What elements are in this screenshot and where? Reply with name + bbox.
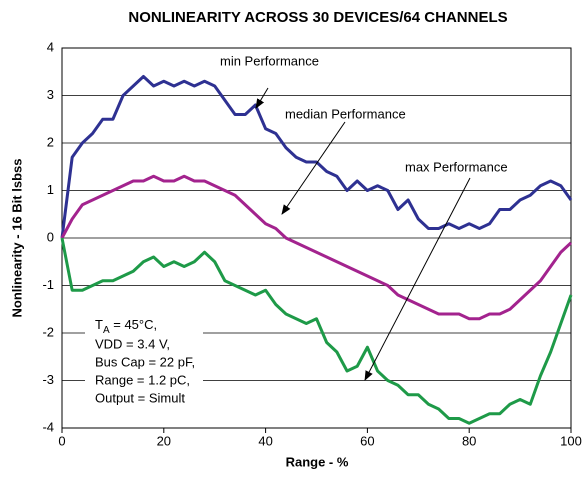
series-label: min Performance — [220, 53, 319, 68]
series-label: max Performance — [405, 159, 508, 174]
annotations: min Performance median Performance max P… — [220, 53, 508, 381]
series-line — [60, 75, 573, 239]
condition: VDD = 3.4 V, — [95, 336, 170, 351]
chart-title: NONLINEARITY ACROSS 30 DEVICES/64 CHANNE… — [128, 9, 507, 26]
x-tick-label: 20 — [157, 433, 171, 448]
y-tick-label: -1 — [42, 277, 54, 292]
y-tick-label: 4 — [47, 39, 54, 54]
condition: TA = 45°C, — [95, 317, 157, 335]
y-tick-label: 2 — [47, 134, 54, 149]
condition: Output = Simult — [95, 390, 185, 405]
y-tick-label: -3 — [42, 372, 54, 387]
arrow — [255, 87, 269, 109]
x-tick-label: 100 — [560, 433, 582, 448]
x-axis-label: Range - % — [286, 454, 349, 469]
x-tick-label: 60 — [360, 433, 374, 448]
series-line — [60, 174, 573, 321]
y-tick-label: 0 — [47, 229, 54, 244]
x-tick-label: 80 — [462, 433, 476, 448]
arrow — [281, 121, 346, 215]
y-axis-label: Nonlinearity - 16 Bit lsbss — [9, 159, 24, 318]
condition: Bus Cap = 22 pF, — [95, 354, 195, 369]
condition: Range = 1.2 pC, — [95, 372, 190, 387]
subscript: A — [103, 325, 110, 336]
y-tick-label: 1 — [47, 182, 54, 197]
y-tick-label: -4 — [42, 419, 54, 434]
x-tick-label: 0 — [58, 433, 65, 448]
y-tick-label: -2 — [42, 324, 54, 339]
conditions-box — [85, 312, 203, 412]
condition-text: = 45°C, — [110, 317, 157, 332]
arrow — [364, 177, 471, 381]
y-tick-label: 3 — [47, 87, 54, 102]
x-tick-label: 40 — [258, 433, 272, 448]
symbol: T — [95, 317, 103, 332]
series-label: median Performance — [285, 106, 406, 121]
series-line — [60, 237, 573, 425]
